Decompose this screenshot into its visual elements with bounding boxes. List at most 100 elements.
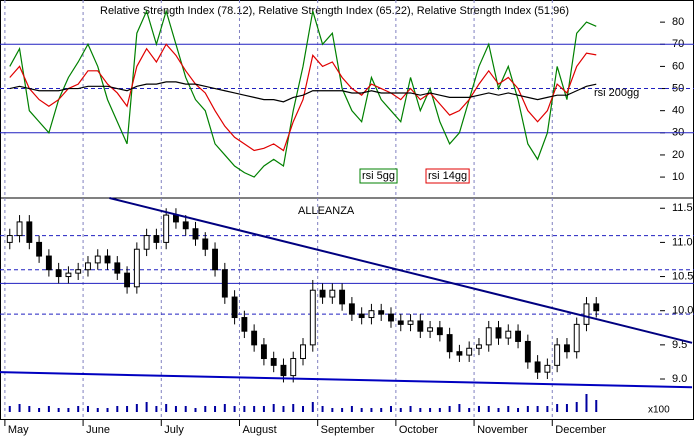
volume-bar — [135, 404, 138, 412]
candle-body — [280, 364, 287, 377]
candle-body — [270, 358, 277, 366]
candle-body — [573, 323, 580, 353]
candle-body — [45, 255, 52, 271]
candle-body — [104, 255, 111, 264]
y-tick-label: 80 — [672, 16, 684, 28]
y-tick-label: 9.5 — [672, 339, 687, 351]
candle-body — [466, 347, 473, 356]
volume-bar — [497, 408, 500, 412]
candle-body — [231, 296, 238, 319]
candle-body — [505, 330, 512, 339]
candle-body — [133, 248, 140, 288]
candle-body — [163, 214, 170, 243]
y-tick-label: 60 — [672, 60, 684, 72]
legend-label: rsi 5gg — [362, 170, 395, 182]
trendline — [109, 197, 693, 344]
x-tick-label: May — [8, 424, 29, 436]
volume-bar — [106, 408, 109, 412]
volume-bar — [253, 406, 256, 412]
candle-body — [534, 361, 541, 373]
volume-bar — [477, 406, 480, 412]
candle-body — [94, 255, 101, 264]
candle-body — [26, 221, 33, 243]
volume-bar — [399, 408, 402, 412]
legend-label: rsi 200gg — [594, 87, 639, 99]
candle-body — [319, 289, 326, 298]
volume-bar — [429, 408, 432, 412]
candle-body — [65, 272, 72, 278]
candle-body — [446, 334, 453, 353]
y-tick-label: 40 — [672, 105, 684, 117]
candle-body — [241, 317, 248, 332]
volume-bar — [262, 406, 265, 412]
volume-bar — [292, 404, 295, 412]
volume-bar — [556, 404, 559, 412]
candle-body — [368, 310, 375, 319]
candle-body — [427, 327, 434, 332]
candle-body — [358, 313, 365, 319]
candle-body — [16, 221, 23, 237]
candle-body — [221, 269, 228, 298]
volume-bar — [47, 406, 50, 412]
candle-body — [524, 340, 531, 363]
candle-body — [495, 327, 502, 339]
candle-body — [202, 238, 209, 250]
volume-bar — [282, 406, 285, 412]
candle-body — [36, 241, 43, 257]
legend-box — [359, 168, 398, 184]
candle-body — [583, 303, 590, 325]
volume-bar — [389, 406, 392, 412]
volume-bar — [126, 406, 129, 412]
candle-body — [212, 248, 218, 271]
candle-body — [153, 235, 160, 243]
volume-bar — [575, 402, 578, 412]
candle-body — [554, 344, 561, 366]
y-tick-label: 10 — [672, 171, 684, 183]
candle-body — [309, 289, 316, 346]
legend-box — [425, 168, 470, 184]
volume-bar — [350, 406, 353, 412]
candle-body — [55, 269, 62, 278]
candle-body — [251, 330, 258, 346]
candle-body — [348, 303, 355, 315]
volume-bar — [38, 408, 41, 412]
volume-bar — [28, 406, 31, 412]
volume-bar — [585, 394, 588, 412]
volume-bar — [194, 408, 197, 412]
volume-bar — [18, 404, 21, 412]
volume-unit: x100 — [648, 405, 670, 416]
x-tick-label: October — [399, 424, 438, 436]
volume-bar — [96, 408, 99, 412]
y-tick-label: 10.5 — [672, 270, 693, 282]
volume-bar — [174, 406, 177, 412]
candle-body — [339, 289, 346, 305]
candle-body — [329, 289, 336, 298]
volume-bar — [155, 406, 158, 412]
legend-label: rsi 14gg — [428, 170, 467, 182]
rsi-line — [9, 81, 597, 103]
volume-bar — [311, 402, 314, 412]
volume-bar — [546, 406, 549, 412]
candle-body — [378, 310, 385, 315]
volume-bar — [380, 408, 383, 412]
candle-body — [6, 235, 13, 243]
rsi-line — [9, 8, 597, 178]
volume-bar — [57, 408, 60, 412]
y-tick-label: 11.5 — [672, 202, 693, 214]
x-tick-label: August — [242, 424, 276, 436]
rsi-title: Relative Strength Index (78.12), Relativ… — [100, 5, 569, 17]
volume-bar — [526, 406, 529, 412]
volume-bar — [370, 408, 373, 412]
x-tick-label: December — [555, 424, 606, 436]
candle-body — [388, 313, 394, 322]
candle-body — [290, 358, 297, 377]
volume-bar — [302, 406, 305, 412]
candle-body — [192, 228, 199, 240]
volume-bar — [458, 404, 461, 412]
candle-body — [544, 364, 551, 373]
volume-bar — [184, 406, 187, 412]
y-tick-label: 50 — [672, 82, 684, 94]
candle-body — [436, 327, 443, 336]
candle-body — [300, 344, 306, 360]
